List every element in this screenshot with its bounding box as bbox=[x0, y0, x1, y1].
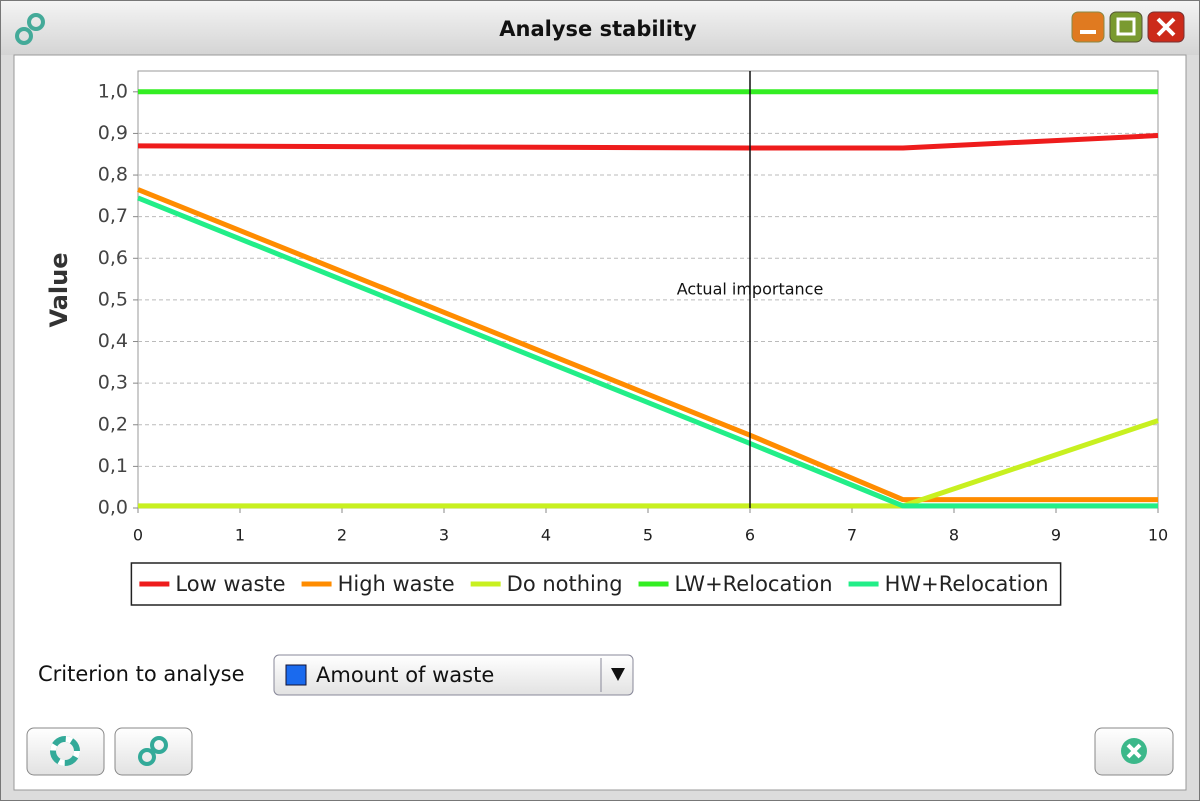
y-tick-label: 1,0 bbox=[98, 80, 128, 102]
x-tick-label: 1 bbox=[235, 526, 245, 545]
series-line bbox=[138, 418, 1159, 509]
x-tick-label: 8 bbox=[949, 526, 959, 545]
legend-label: High waste bbox=[338, 572, 455, 596]
legend-box bbox=[130, 562, 1062, 606]
legend: Low waste High waste Do nothing LW+Relocati… bbox=[130, 562, 1062, 606]
legend-label: HW+Relocation bbox=[885, 572, 1049, 596]
close-button-icon bbox=[1121, 738, 1147, 764]
x-tick-label: 4 bbox=[541, 526, 551, 545]
criterion-label: Criterion to analyse bbox=[38, 662, 245, 686]
legend-label: Do nothing bbox=[507, 572, 623, 596]
y-tick-label: 0,6 bbox=[98, 247, 128, 269]
plot-area bbox=[137, 70, 1159, 509]
x-tick-label: 0 bbox=[133, 526, 143, 545]
criterion-color bbox=[285, 664, 307, 686]
y-tick-label: 0,7 bbox=[98, 205, 128, 227]
help-icon bbox=[50, 736, 80, 766]
minimize-button[interactable] bbox=[1071, 11, 1105, 43]
y-tick-label: 0,2 bbox=[98, 413, 128, 435]
y-tick-label: 0,0 bbox=[98, 497, 128, 519]
y-tick-label: 0,3 bbox=[98, 372, 128, 394]
y-tick-label: 0,9 bbox=[98, 122, 128, 144]
combo-arrow[interactable] bbox=[611, 668, 625, 681]
series-line bbox=[137, 187, 1158, 503]
x-tick-label: 3 bbox=[439, 526, 449, 545]
x-tick-label: 5 bbox=[643, 526, 653, 545]
y-tick-label: 0,8 bbox=[98, 164, 128, 186]
y-tick-label: 0,5 bbox=[98, 288, 128, 310]
window-title: Analyse stability bbox=[499, 17, 697, 41]
maximize-button[interactable] bbox=[1109, 11, 1143, 43]
close-icon bbox=[1156, 17, 1176, 37]
y-axis-title: Value bbox=[45, 252, 73, 327]
criterion-value: Amount of waste bbox=[316, 663, 494, 687]
legend-label: Low waste bbox=[175, 572, 285, 596]
criterion-combo[interactable] bbox=[273, 654, 634, 696]
chart: 0,0 0,1 0,2 0,3 0,4 0,5 0,6 0,7 0,8 0,9 1,0 0 1 2 3 4 5 6… bbox=[98, 71, 1168, 606]
y-tick-label: 0,4 bbox=[98, 330, 128, 352]
x-tick-label: 7 bbox=[847, 526, 857, 545]
link-icon bbox=[138, 736, 168, 766]
maximize-icon bbox=[1116, 17, 1136, 36]
x-tick-label: 2 bbox=[337, 526, 347, 545]
x-tick-label: 6 bbox=[745, 526, 755, 545]
series-line bbox=[137, 195, 1158, 509]
series-line bbox=[137, 133, 1159, 151]
minimize-icon bbox=[1080, 30, 1096, 34]
title-bar bbox=[1, 1, 1199, 55]
app-icon bbox=[15, 13, 45, 45]
x-tick-label: 9 bbox=[1051, 526, 1061, 545]
legend-label: LW+Relocation bbox=[675, 572, 833, 596]
help-button[interactable] bbox=[26, 727, 105, 776]
y-tick-label: 0,1 bbox=[98, 455, 128, 477]
x-tick-label: 10 bbox=[1148, 526, 1168, 545]
annotation-label: Actual importance bbox=[677, 280, 824, 299]
